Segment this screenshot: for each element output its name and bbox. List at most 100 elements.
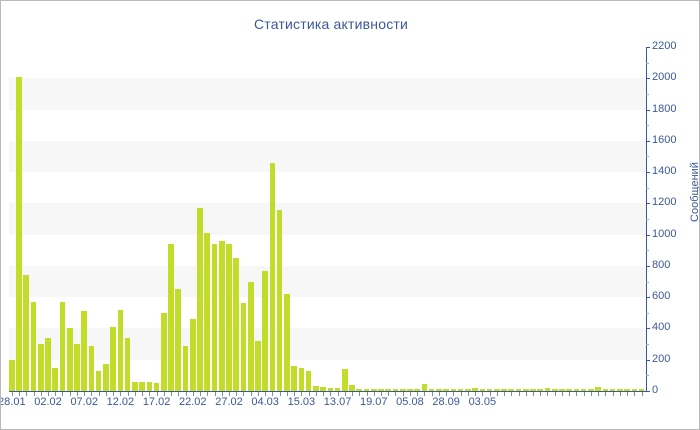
bar[interactable] — [580, 389, 587, 391]
x-axis-tick — [605, 392, 607, 396]
y-axis-tick-label: 400 — [652, 321, 671, 334]
bar[interactable] — [262, 270, 268, 391]
bar[interactable] — [16, 76, 22, 391]
bar[interactable] — [23, 275, 30, 391]
bar[interactable] — [327, 387, 334, 391]
bar[interactable] — [9, 359, 15, 391]
bar[interactable] — [168, 244, 174, 391]
bar[interactable] — [399, 389, 406, 391]
y-axis-tick-label: 1200 — [652, 196, 677, 209]
bar[interactable] — [602, 389, 609, 391]
bar[interactable] — [515, 389, 522, 391]
bar[interactable] — [465, 389, 471, 391]
bar[interactable] — [110, 326, 116, 391]
bar[interactable] — [298, 367, 305, 391]
bar[interactable] — [609, 389, 616, 391]
bar[interactable] — [472, 387, 478, 391]
bar[interactable] — [59, 301, 66, 391]
bar[interactable] — [363, 389, 370, 391]
bar[interactable] — [566, 389, 572, 391]
bar[interactable] — [522, 389, 529, 391]
bar[interactable] — [88, 345, 95, 391]
bar[interactable] — [81, 311, 87, 391]
bar[interactable] — [37, 344, 44, 391]
bar[interactable] — [305, 370, 312, 391]
bar[interactable] — [508, 389, 515, 391]
bar[interactable] — [530, 389, 536, 391]
bar[interactable] — [284, 294, 290, 391]
bar[interactable] — [349, 384, 355, 391]
bar[interactable] — [269, 162, 276, 391]
bar[interactable] — [501, 389, 507, 391]
bar[interactable] — [291, 365, 297, 391]
bar[interactable] — [132, 381, 138, 391]
bar[interactable] — [240, 303, 247, 391]
bar[interactable] — [370, 389, 377, 391]
bar[interactable] — [247, 281, 254, 391]
bar[interactable] — [320, 387, 326, 391]
bar[interactable] — [385, 389, 392, 391]
bar[interactable] — [218, 240, 225, 391]
bar[interactable] — [30, 301, 37, 391]
bar[interactable] — [537, 389, 544, 391]
bar[interactable] — [117, 309, 124, 391]
bar[interactable] — [407, 389, 413, 391]
bar[interactable] — [139, 382, 145, 391]
bar[interactable] — [189, 319, 196, 391]
y-axis-minor-tick — [646, 219, 649, 220]
x-axis-tick — [69, 392, 71, 396]
x-axis-tick — [265, 392, 267, 396]
bar[interactable] — [182, 345, 189, 391]
bar[interactable] — [392, 389, 399, 391]
bar[interactable] — [479, 389, 486, 391]
x-axis-tick — [504, 392, 506, 396]
bar[interactable] — [378, 389, 384, 391]
bar[interactable] — [421, 383, 428, 391]
bar[interactable] — [457, 389, 464, 391]
bar[interactable] — [414, 389, 420, 391]
bar[interactable] — [638, 389, 645, 391]
bar[interactable] — [334, 387, 341, 391]
bar[interactable] — [493, 389, 500, 391]
bar[interactable] — [428, 389, 435, 391]
x-axis-tick — [641, 392, 643, 396]
bar[interactable] — [559, 389, 565, 391]
bar[interactable] — [450, 389, 457, 391]
bar[interactable] — [233, 258, 240, 391]
bar[interactable] — [544, 387, 551, 391]
bar[interactable] — [588, 389, 594, 391]
bar[interactable] — [175, 289, 182, 391]
bar[interactable] — [255, 340, 261, 391]
x-axis-tick — [243, 392, 245, 396]
bar[interactable] — [66, 328, 73, 391]
bar[interactable] — [52, 367, 59, 391]
bar[interactable] — [45, 337, 51, 391]
x-axis-tick-label: 17.02 — [142, 396, 171, 408]
bar[interactable] — [313, 386, 319, 391]
bar[interactable] — [443, 389, 449, 391]
bar[interactable] — [617, 389, 623, 391]
bar[interactable] — [624, 389, 630, 391]
bar[interactable] — [161, 312, 167, 391]
bar[interactable] — [146, 381, 153, 391]
bar[interactable] — [226, 244, 232, 391]
bar[interactable] — [276, 209, 283, 391]
bar[interactable] — [436, 389, 442, 391]
bar[interactable] — [631, 389, 638, 391]
bar[interactable] — [551, 389, 558, 391]
bar[interactable] — [95, 370, 102, 391]
bar[interactable] — [573, 389, 580, 391]
bar[interactable] — [74, 344, 80, 391]
bar[interactable] — [595, 387, 601, 391]
x-axis-tick — [55, 392, 57, 396]
bar[interactable] — [486, 389, 493, 391]
bar[interactable] — [103, 364, 109, 391]
bar[interactable] — [341, 369, 348, 391]
bar[interactable] — [356, 388, 363, 391]
bar[interactable] — [124, 337, 131, 391]
x-axis-tick-label: 15.03 — [287, 396, 316, 408]
bar[interactable] — [197, 208, 203, 391]
bar[interactable] — [153, 383, 160, 391]
bar[interactable] — [204, 233, 211, 391]
bar[interactable] — [211, 244, 218, 391]
